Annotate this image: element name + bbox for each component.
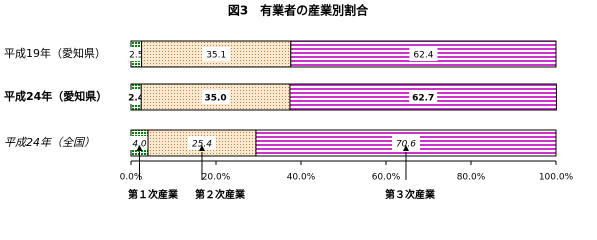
category-label: 平成24年（全国） bbox=[4, 136, 95, 149]
bar-segment bbox=[289, 83, 557, 111]
value-label: 2.5 bbox=[129, 51, 143, 61]
legend-label: 第１次産業 bbox=[128, 188, 179, 201]
x-tick-label: 60.0% bbox=[372, 173, 401, 183]
legend-arrowhead bbox=[136, 145, 143, 151]
value-label: 62.7 bbox=[412, 94, 434, 104]
value-label: 35.0 bbox=[204, 94, 226, 104]
value-label-box bbox=[202, 47, 231, 61]
chart: 図3 有業者の産業別割合 0.0% 20.0% 40.0% 60.0% 80.0% 100… bbox=[4, 3, 574, 202]
value-label: 62.4 bbox=[413, 51, 433, 61]
legend-arrowhead bbox=[402, 145, 409, 151]
value-label-box bbox=[125, 136, 154, 150]
value-label: 70.6 bbox=[396, 140, 416, 150]
value-label-box bbox=[409, 90, 438, 104]
x-tick-label: 100.0% bbox=[539, 173, 574, 183]
value-label-box bbox=[409, 47, 438, 61]
category-label: 平成19年（愛知県） bbox=[4, 46, 106, 60]
x-tick-label: 40.0% bbox=[287, 173, 316, 183]
x-tick-label: 80.0% bbox=[457, 173, 486, 183]
x-tick-label: 20.0% bbox=[202, 173, 231, 183]
category-label: 平成24年（愛知県） bbox=[4, 89, 107, 103]
x-tick-label: 0.0% bbox=[120, 173, 143, 183]
chart-title: 図3 有業者の産業別割合 bbox=[228, 3, 369, 18]
legend-label: 第３次産業 bbox=[385, 188, 436, 201]
value-label-box bbox=[201, 90, 230, 104]
legend-arrowhead bbox=[198, 145, 205, 151]
value-label-box bbox=[391, 136, 420, 150]
value-label: 2.4 bbox=[128, 94, 144, 104]
value-label-box bbox=[187, 136, 216, 150]
legend-label: 第２次産業 bbox=[195, 188, 246, 201]
value-label: 25.4 bbox=[192, 140, 212, 150]
value-label: 4.0 bbox=[132, 140, 147, 150]
value-label: 35.1 bbox=[206, 51, 226, 61]
